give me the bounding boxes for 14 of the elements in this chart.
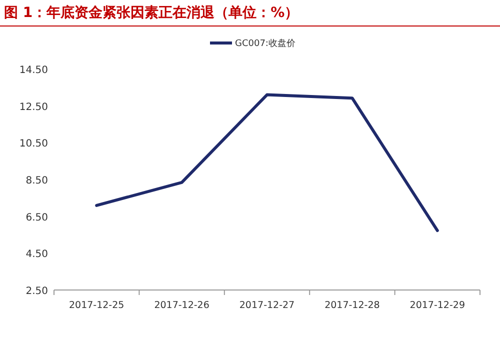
title: 图 1：年底资金紧张因素正在消退（单位：%） bbox=[4, 5, 299, 21]
x-tick-label: 2017-12-29 bbox=[410, 300, 466, 311]
x-tick-label: 2017-12-25 bbox=[68, 300, 124, 311]
y-tick-label: 8.50 bbox=[26, 176, 48, 186]
x-tick-label: 2017-12-26 bbox=[154, 300, 210, 311]
x-tick-label: 2017-12-27 bbox=[239, 300, 295, 311]
y-tick-label: 14.50 bbox=[19, 65, 48, 76]
x-tick-label: 2017-12-28 bbox=[324, 300, 380, 311]
y-tick-label: 10.50 bbox=[19, 138, 48, 150]
y-tick-label: 12.50 bbox=[19, 102, 48, 113]
y-tick-label: 4.50 bbox=[26, 249, 48, 260]
legend-label: GC007:收盘价 bbox=[235, 38, 296, 49]
y-tick-label: 2.50 bbox=[26, 286, 48, 297]
y-tick-label: 6.50 bbox=[26, 212, 48, 224]
